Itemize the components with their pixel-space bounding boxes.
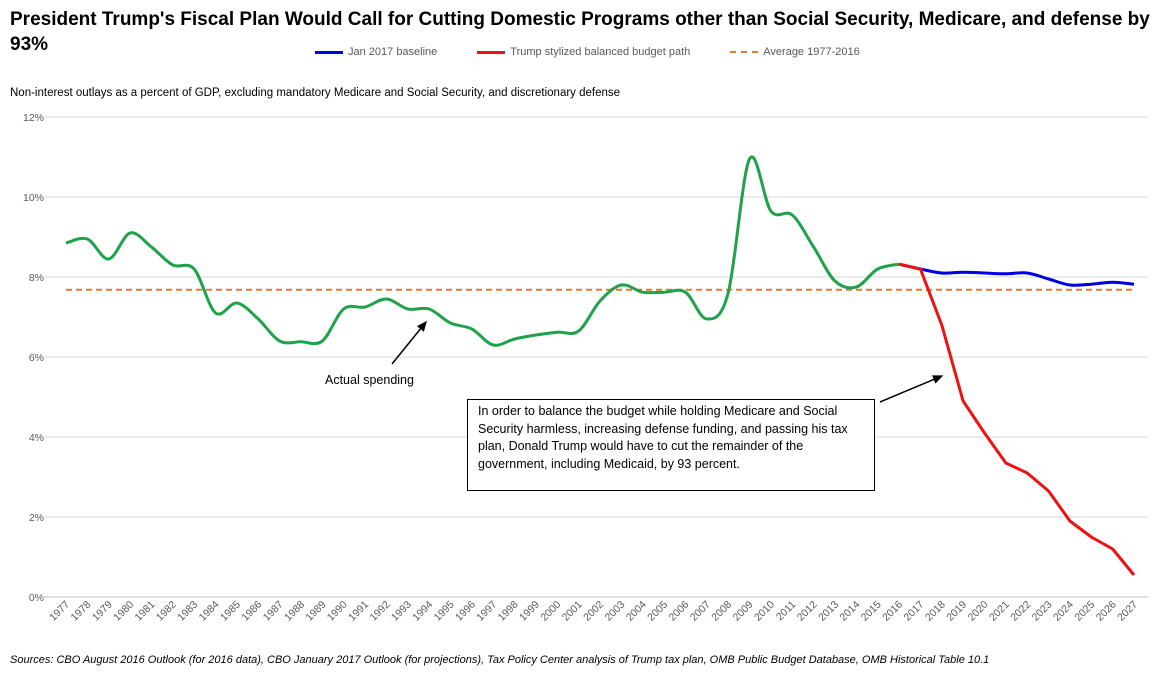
legend-swatch [730,51,759,53]
x-tick-label: 2025 [1072,599,1097,624]
x-tick-label: 1978 [68,599,93,624]
x-tick-label: 1984 [197,599,222,624]
y-tick-label: 12% [23,112,44,124]
x-tick-label: 1998 [496,599,521,624]
x-tick-label: 2015 [859,599,884,624]
x-tick-label: 2005 [645,599,670,624]
arrow-actual [391,320,427,365]
x-tick-label: 2010 [752,599,777,624]
x-tick-label: 1979 [90,599,115,624]
x-tick-label: 1980 [111,599,136,624]
x-tick-label: 2013 [816,599,841,624]
x-tick-label: 2016 [880,599,905,624]
x-tick-label: 1995 [432,599,457,624]
x-tick-label: 1985 [218,599,243,624]
legend: Jan 2017 baseline Trump stylized balance… [315,46,860,58]
x-tick-label: 2022 [1008,599,1033,624]
x-tick-label: 1977 [47,599,72,624]
x-tick-label: 2017 [902,599,927,624]
x-tick-label: 2018 [923,599,948,624]
x-tick-label: 1981 [133,599,158,624]
x-tick-label: 2008 [709,599,734,624]
x-tick-label: 1982 [154,599,179,624]
y-tick-label: 8% [29,272,44,284]
y-tick-label: 2% [29,512,44,524]
legend-label: Average 1977-2016 [763,46,860,58]
x-tick-label: 1987 [261,599,286,624]
y-tick-label: 0% [29,592,44,604]
x-tick-label: 2009 [731,599,756,624]
x-tick-label: 1990 [325,599,350,624]
x-tick-label: 1997 [474,599,499,624]
baseline-line [898,262,1135,287]
legend-average: Average 1977-2016 [730,46,860,58]
x-tick-label: 2026 [1094,599,1119,624]
annotation-box: In order to balance the budget while hol… [467,399,875,491]
x-tick-label: 2020 [966,599,991,624]
x-tick-label: 2001 [560,599,585,624]
x-tick-label: 1988 [282,599,307,624]
x-tick-label: 2019 [944,599,969,624]
x-tick-label: 2012 [795,599,820,624]
x-tick-label: 2003 [602,599,627,624]
chart-subtitle: Non-interest outlays as a percent of GDP… [10,87,621,99]
x-tick-label: 2027 [1115,599,1140,624]
x-tick-label: 1986 [239,599,264,624]
legend-label: Trump stylized balanced budget path [510,46,691,58]
trump-path-line [898,262,1136,576]
legend-baseline: Jan 2017 baseline [315,46,437,58]
x-tick-label: 2024 [1051,599,1076,624]
x-tick-label: 1983 [175,599,200,624]
y-tick-label: 4% [29,432,44,444]
x-tick-label: 2014 [837,599,862,624]
x-tick-label: 2021 [987,599,1012,624]
x-tick-label: 2002 [581,599,606,624]
legend-trump: Trump stylized balanced budget path [477,46,690,58]
actual-spending-line [65,155,900,347]
x-tick-label: 1993 [389,599,414,624]
legend-label: Jan 2017 baseline [348,46,438,58]
x-tick-label: 2023 [1030,599,1055,624]
x-tick-label: 1994 [410,599,435,624]
y-tick-label: 10% [23,192,44,204]
x-tick-label: 1999 [517,599,542,624]
arrow-box [879,375,944,403]
chart-title: President Trump's Fiscal Plan Would Call… [10,9,1150,55]
x-tick-label: 2000 [538,599,563,624]
legend-swatch [477,50,506,54]
x-tick-label: 2004 [624,599,649,624]
x-tick-label: 1992 [368,599,393,624]
source-note: Sources: CBO August 2016 Outlook (for 20… [10,654,990,666]
x-tick-label: 1996 [453,599,478,624]
x-tick-label: 2006 [667,599,692,624]
annotation-actual-spending: Actual spending [325,373,414,387]
x-tick-label: 2011 [774,599,799,624]
x-tick-label: 1989 [303,599,328,624]
y-tick-label: 6% [29,352,44,364]
x-tick-label: 1991 [346,599,371,624]
legend-swatch [315,50,343,54]
x-tick-label: 2007 [688,599,713,624]
